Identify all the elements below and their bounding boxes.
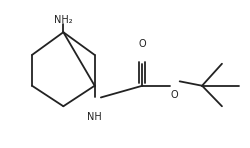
Text: NH: NH — [87, 111, 102, 122]
Text: NH₂: NH₂ — [54, 15, 73, 25]
Text: O: O — [171, 90, 178, 99]
Text: O: O — [138, 39, 146, 49]
